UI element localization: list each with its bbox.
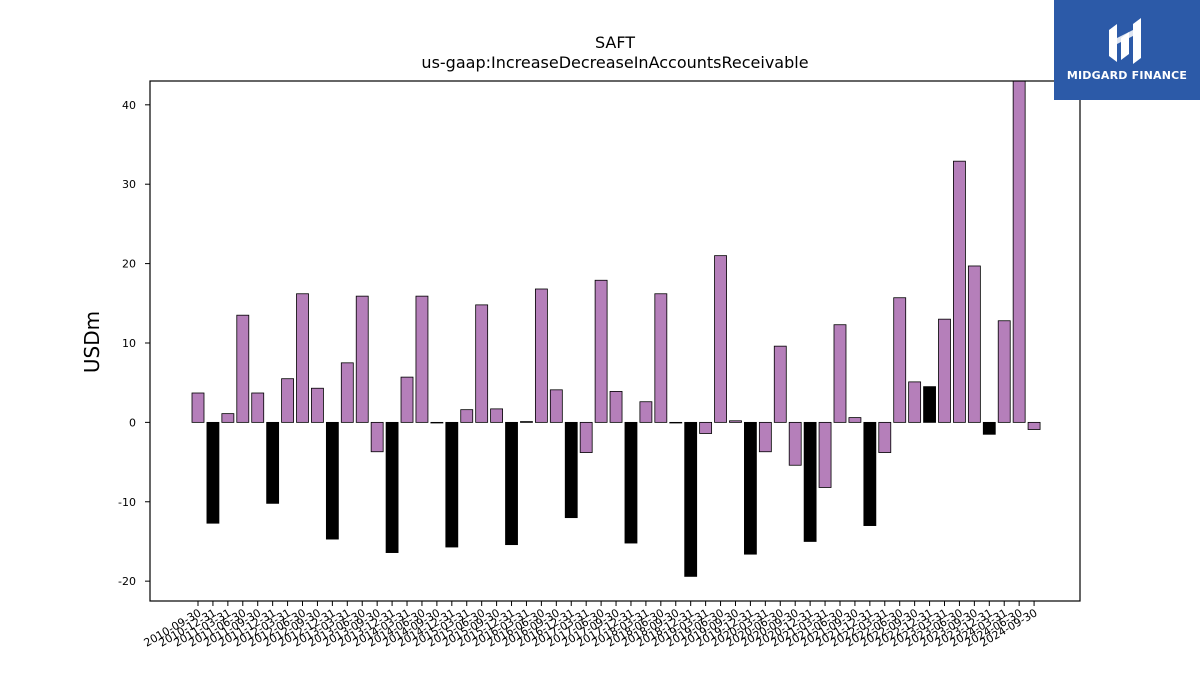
- y-tick-label: -20: [118, 575, 136, 588]
- bar: [654, 293, 668, 423]
- bar: [997, 320, 1011, 423]
- bar: [923, 386, 936, 423]
- bar: [848, 417, 862, 423]
- y-tick-label: 10: [122, 337, 136, 350]
- bar: [505, 421, 518, 546]
- bar: [490, 408, 504, 423]
- bar: [624, 421, 638, 544]
- bar: [281, 378, 294, 423]
- y-tick-label: -10: [118, 496, 136, 509]
- bar: [296, 293, 309, 423]
- bar: [1027, 421, 1041, 430]
- brand-name: MIDGARD FINANCE: [1066, 69, 1188, 82]
- bar: [594, 279, 608, 423]
- bar: [908, 381, 922, 423]
- bar: [534, 288, 548, 423]
- bar: [938, 318, 951, 423]
- bar: [191, 392, 205, 423]
- bar: [430, 421, 444, 424]
- bar: [1012, 80, 1026, 423]
- bar: [325, 421, 339, 540]
- bar: [475, 304, 489, 423]
- bar: [863, 421, 877, 526]
- y-axis-label: USDm: [80, 311, 104, 373]
- bar: [370, 421, 384, 453]
- bar: [953, 160, 966, 423]
- midgard-logo-icon: [1109, 18, 1141, 64]
- bar: [355, 295, 369, 423]
- bar: [520, 421, 533, 423]
- bar: [206, 421, 220, 524]
- bar: [221, 413, 235, 423]
- bar: [445, 421, 459, 548]
- y-tick-label: 20: [122, 258, 136, 271]
- brand-logo: MIDGARD FINANCE: [1054, 0, 1200, 100]
- bar: [669, 421, 683, 424]
- chart-subtitle: us-gaap:IncreaseDecreaseInAccountsReceiv…: [421, 53, 808, 72]
- y-tick-label: 0: [129, 416, 136, 429]
- bar: [564, 421, 578, 519]
- plot-frame: [149, 80, 1081, 602]
- bar: [385, 421, 399, 553]
- bar: [236, 314, 250, 423]
- y-tick-label: 30: [122, 178, 136, 191]
- bar: [311, 387, 324, 423]
- bar: [266, 421, 280, 504]
- bar: [400, 376, 414, 423]
- chart-title: SAFT: [595, 33, 635, 52]
- bar: [714, 255, 727, 423]
- bar: [803, 421, 817, 542]
- bar: [415, 295, 429, 423]
- bar: [833, 324, 847, 423]
- bar: [251, 392, 265, 423]
- bar: [639, 401, 653, 423]
- bar: [788, 421, 802, 466]
- bar: [758, 421, 772, 453]
- bar: [460, 409, 474, 423]
- bar: [549, 389, 563, 423]
- y-tick-label: 40: [122, 99, 136, 112]
- bar: [340, 362, 354, 423]
- bar: [744, 421, 757, 555]
- bar: [729, 420, 742, 423]
- bar: [878, 421, 892, 453]
- bar: [967, 265, 981, 423]
- bar: [579, 421, 593, 453]
- bar: [982, 421, 996, 435]
- bar: [684, 421, 698, 577]
- bar: [893, 297, 907, 423]
- bar: [609, 391, 623, 423]
- bar: [818, 421, 832, 488]
- bar: [699, 421, 713, 434]
- bar: [773, 345, 787, 423]
